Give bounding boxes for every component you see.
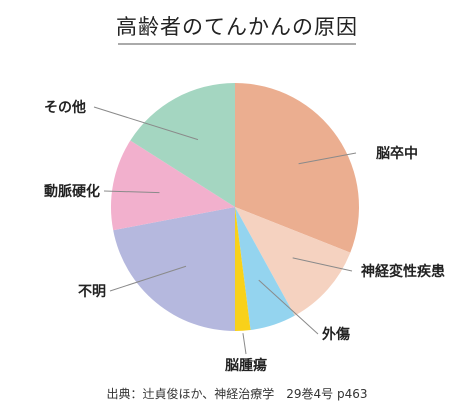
pie-slice (235, 83, 359, 253)
slice-label: 不明 (78, 284, 106, 300)
slice-label: 脳腫瘍 (225, 357, 267, 374)
pie-slice (113, 207, 235, 331)
slice-label: その他 (44, 99, 86, 116)
slice-label: 外傷 (322, 326, 350, 343)
leader-line (298, 152, 357, 165)
leader-line (103, 190, 160, 194)
leader-line (109, 265, 187, 292)
leader-line (258, 279, 319, 335)
chart-source: 出典：辻貞俊ほか、神経治療学 29巻4号 p463 (106, 386, 367, 401)
pie-slice (111, 140, 235, 231)
leader-line (242, 333, 247, 355)
pie-slice (130, 83, 235, 207)
pie-slice (235, 207, 251, 331)
slice-label: 神経変性疾患 (361, 263, 445, 280)
leader-line (93, 106, 199, 141)
pie-slices (111, 83, 359, 331)
slice-label: 脳卒中 (376, 145, 418, 162)
slice-label: 動脈硬化 (44, 183, 100, 200)
leader-line (292, 257, 353, 272)
pie-slice (235, 207, 351, 316)
chart-title: 高齢者のてんかんの原因 (116, 15, 358, 39)
